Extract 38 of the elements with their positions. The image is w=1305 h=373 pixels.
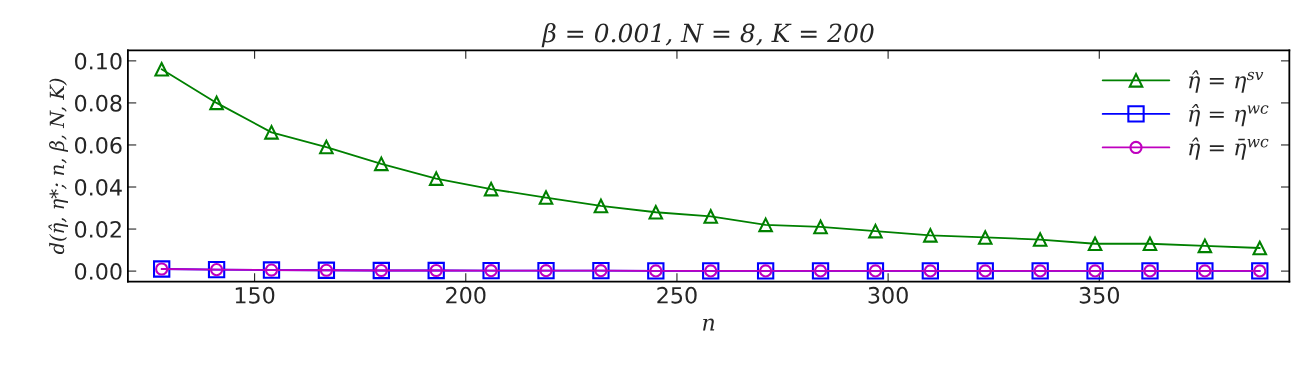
y-tick-label: 0.06	[75, 136, 122, 154]
point	[264, 125, 279, 140]
point	[703, 209, 719, 224]
point	[1087, 236, 1103, 252]
point	[593, 198, 609, 214]
point	[428, 171, 444, 186]
y-tick-label: 0.10	[75, 52, 122, 70]
point	[538, 190, 554, 205]
y-tick-label: 0.04	[75, 178, 122, 196]
point	[1142, 236, 1158, 252]
x-tick-label: 250	[657, 286, 697, 304]
x-tick-label: 200	[446, 286, 486, 304]
chart-title: β = 0.001, N = 8, K = 200	[541, 22, 874, 48]
point	[868, 223, 883, 239]
point	[1032, 232, 1048, 247]
point	[1197, 238, 1213, 254]
x-tick-label: 150	[235, 286, 275, 304]
y-axis-title: d(η̂, η*; n, β, N, K)	[48, 78, 68, 255]
x-axis-title: n	[703, 318, 715, 331]
legend-label: η̂ = η$^{sv}$	[1189, 70, 1264, 93]
y-tick-label: 0.08	[75, 94, 122, 112]
y-tick-label: 0.02	[75, 221, 121, 238]
point	[977, 230, 993, 245]
x-tick-label: 300	[868, 286, 908, 304]
point	[813, 219, 828, 235]
point	[154, 61, 169, 77]
legend-label: η̂ = η$^{wc}$	[1189, 103, 1269, 127]
point	[758, 217, 773, 233]
point	[319, 139, 334, 155]
point	[374, 156, 389, 172]
point	[923, 228, 938, 243]
point	[1252, 240, 1268, 256]
x-tick-label: 350	[1079, 286, 1120, 304]
point	[483, 181, 499, 197]
y-tick-label: 0.00	[75, 263, 122, 280]
point	[648, 204, 664, 220]
point	[209, 95, 224, 111]
legend-label: η̂ = η̄$^{wc}$	[1189, 137, 1269, 160]
